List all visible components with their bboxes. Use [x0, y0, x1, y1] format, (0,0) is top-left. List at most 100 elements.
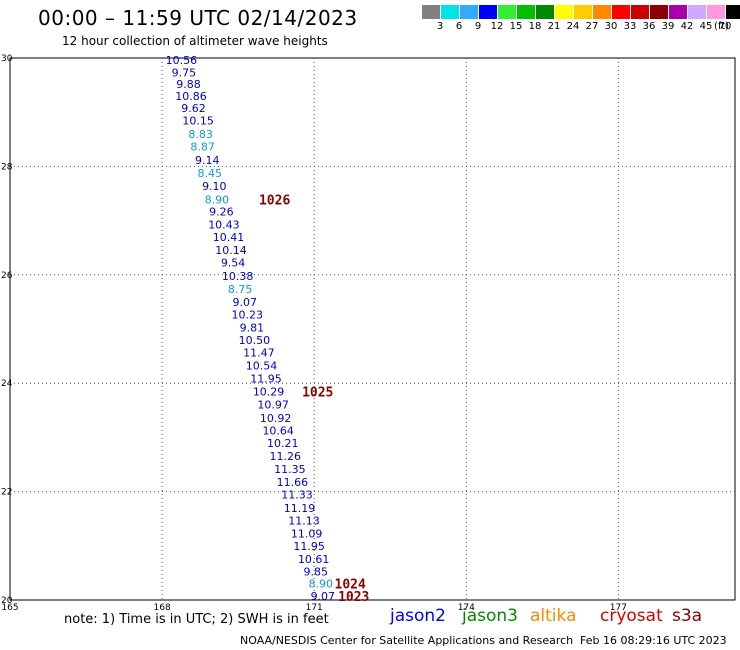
- color-swatch-label: 15: [509, 21, 523, 32]
- time-label: 1026: [259, 193, 290, 208]
- x-tick-label: 177: [610, 603, 627, 613]
- wave-height-point: 11.26: [270, 450, 302, 463]
- plot-frame: [9, 57, 736, 601]
- wave-height-point: 9.75: [172, 67, 197, 80]
- color-swatch: [707, 5, 725, 19]
- color-swatch: [422, 5, 440, 19]
- wave-height-point: 9.26: [209, 205, 234, 218]
- wave-height-point: 10.29: [253, 385, 285, 398]
- color-swatch: [593, 5, 611, 19]
- color-swatch: [441, 5, 459, 19]
- y-tick-label: 26: [1, 271, 13, 281]
- color-swatch-label: 6: [455, 21, 463, 32]
- color-swatch-label: 18: [528, 21, 542, 32]
- x-tick-label: 171: [306, 603, 323, 613]
- wave-height-point: 11.09: [291, 527, 323, 540]
- wave-height-point: 10.14: [215, 244, 247, 257]
- chart-subtitle: 12 hour collection of altimeter wave hei…: [62, 34, 328, 48]
- color-swatch: [726, 5, 740, 19]
- color-swatch: [574, 5, 592, 19]
- wave-height-point: 9.54: [221, 256, 246, 269]
- y-tick-label: 28: [1, 162, 13, 172]
- color-swatch-label: 39: [661, 21, 675, 32]
- wave-height-point: 9.85: [303, 565, 328, 578]
- color-swatch-label: 30: [604, 21, 618, 32]
- wave-height-point: 11.35: [274, 463, 306, 476]
- y-tick-label: 20: [1, 596, 13, 606]
- color-swatch-label: 12: [490, 21, 504, 32]
- wave-height-point: 10.92: [260, 412, 292, 425]
- satellite-label-altika: altika: [530, 606, 577, 626]
- color-swatch-label: 21: [547, 21, 561, 32]
- time-label: 1025: [302, 385, 333, 400]
- wave-height-point: 10.56: [166, 54, 198, 67]
- color-swatch: [555, 5, 573, 19]
- wave-height-point: 9.07: [232, 296, 257, 309]
- wave-height-point: 11.66: [277, 476, 309, 489]
- wave-height-point: 11.19: [284, 502, 316, 515]
- color-swatch-label: 36: [642, 21, 656, 32]
- wave-height-point: 8.83: [188, 128, 213, 141]
- wave-height-point: 9.14: [195, 154, 220, 167]
- wave-height-point: 9.07: [311, 590, 336, 603]
- color-swatch-label: 24: [566, 21, 580, 32]
- wave-height-point: 10.97: [257, 398, 289, 411]
- color-swatch: [536, 5, 554, 19]
- wave-height-point: 11.95: [250, 372, 282, 385]
- wave-height-point: 10.64: [262, 424, 294, 437]
- color-swatch-label: 27: [585, 21, 599, 32]
- wave-height-point: 10.23: [232, 308, 264, 321]
- color-swatch: [688, 5, 706, 19]
- color-swatch-label: 70: [718, 21, 732, 32]
- color-swatch: [612, 5, 630, 19]
- chart-title: 00:00 – 11:59 UTC 02/14/2023: [38, 6, 358, 30]
- y-tick-label: 30: [1, 54, 13, 64]
- x-tick-label: 165: [1, 603, 18, 613]
- wave-height-point: 9.62: [181, 102, 206, 115]
- color-swatch-label: 3: [436, 21, 444, 32]
- color-swatch: [517, 5, 535, 19]
- color-swatch: [669, 5, 687, 19]
- wave-height-point: 8.87: [190, 140, 215, 153]
- color-swatch-label: 33: [623, 21, 637, 32]
- satellite-label-jason3: jason3: [462, 606, 518, 626]
- wave-height-point: 8.45: [198, 167, 223, 180]
- wave-height-point: 8.90: [205, 193, 230, 206]
- color-swatch: [460, 5, 478, 19]
- wave-height-point: 11.95: [293, 540, 325, 553]
- wave-height-point: 10.50: [239, 334, 271, 347]
- color-swatch-label: 9: [474, 21, 482, 32]
- footer-note: note: 1) Time is in UTC; 2) SWH is in fe…: [64, 612, 329, 627]
- wave-height-point: 10.21: [267, 437, 299, 450]
- wave-height-point: 10.38: [222, 270, 254, 283]
- wave-height-point: 10.41: [213, 231, 245, 244]
- wave-height-point: 11.33: [281, 488, 313, 501]
- wave-height-point: 8.90: [309, 578, 334, 591]
- y-tick-label: 22: [1, 488, 12, 498]
- color-swatch-label: 42: [680, 21, 694, 32]
- footer-credit: NOAA/NESDIS Center for Satellite Applica…: [240, 634, 574, 647]
- footer-timestamp: Feb 16 08:29:16 UTC 2023: [580, 634, 727, 647]
- wave-height-point: 11.13: [288, 514, 320, 527]
- wave-height-point: 9.10: [202, 180, 227, 193]
- satellite-label-jason2: jason2: [390, 606, 446, 626]
- wave-height-point: 10.15: [182, 114, 214, 127]
- color-swatch: [479, 5, 497, 19]
- satellite-label-s3a: s3a: [672, 606, 703, 626]
- wave-height-point: 10.61: [298, 553, 330, 566]
- color-swatch: [498, 5, 516, 19]
- color-swatch: [631, 5, 649, 19]
- time-label: 1024: [335, 578, 366, 593]
- wave-height-point: 9.88: [176, 78, 201, 91]
- color-swatch-label: 45: [699, 21, 713, 32]
- x-tick-label: 168: [154, 603, 171, 613]
- color-scale-unit: (ft): [714, 21, 730, 32]
- wave-height-point: 10.54: [246, 359, 278, 372]
- x-tick-label: 174: [458, 603, 475, 613]
- time-label: 1023: [338, 590, 369, 605]
- wave-height-point: 10.86: [175, 90, 207, 103]
- wave-height-point: 11.47: [243, 346, 275, 359]
- wave-height-point: 8.75: [228, 283, 253, 296]
- wave-height-point: 10.43: [208, 218, 240, 231]
